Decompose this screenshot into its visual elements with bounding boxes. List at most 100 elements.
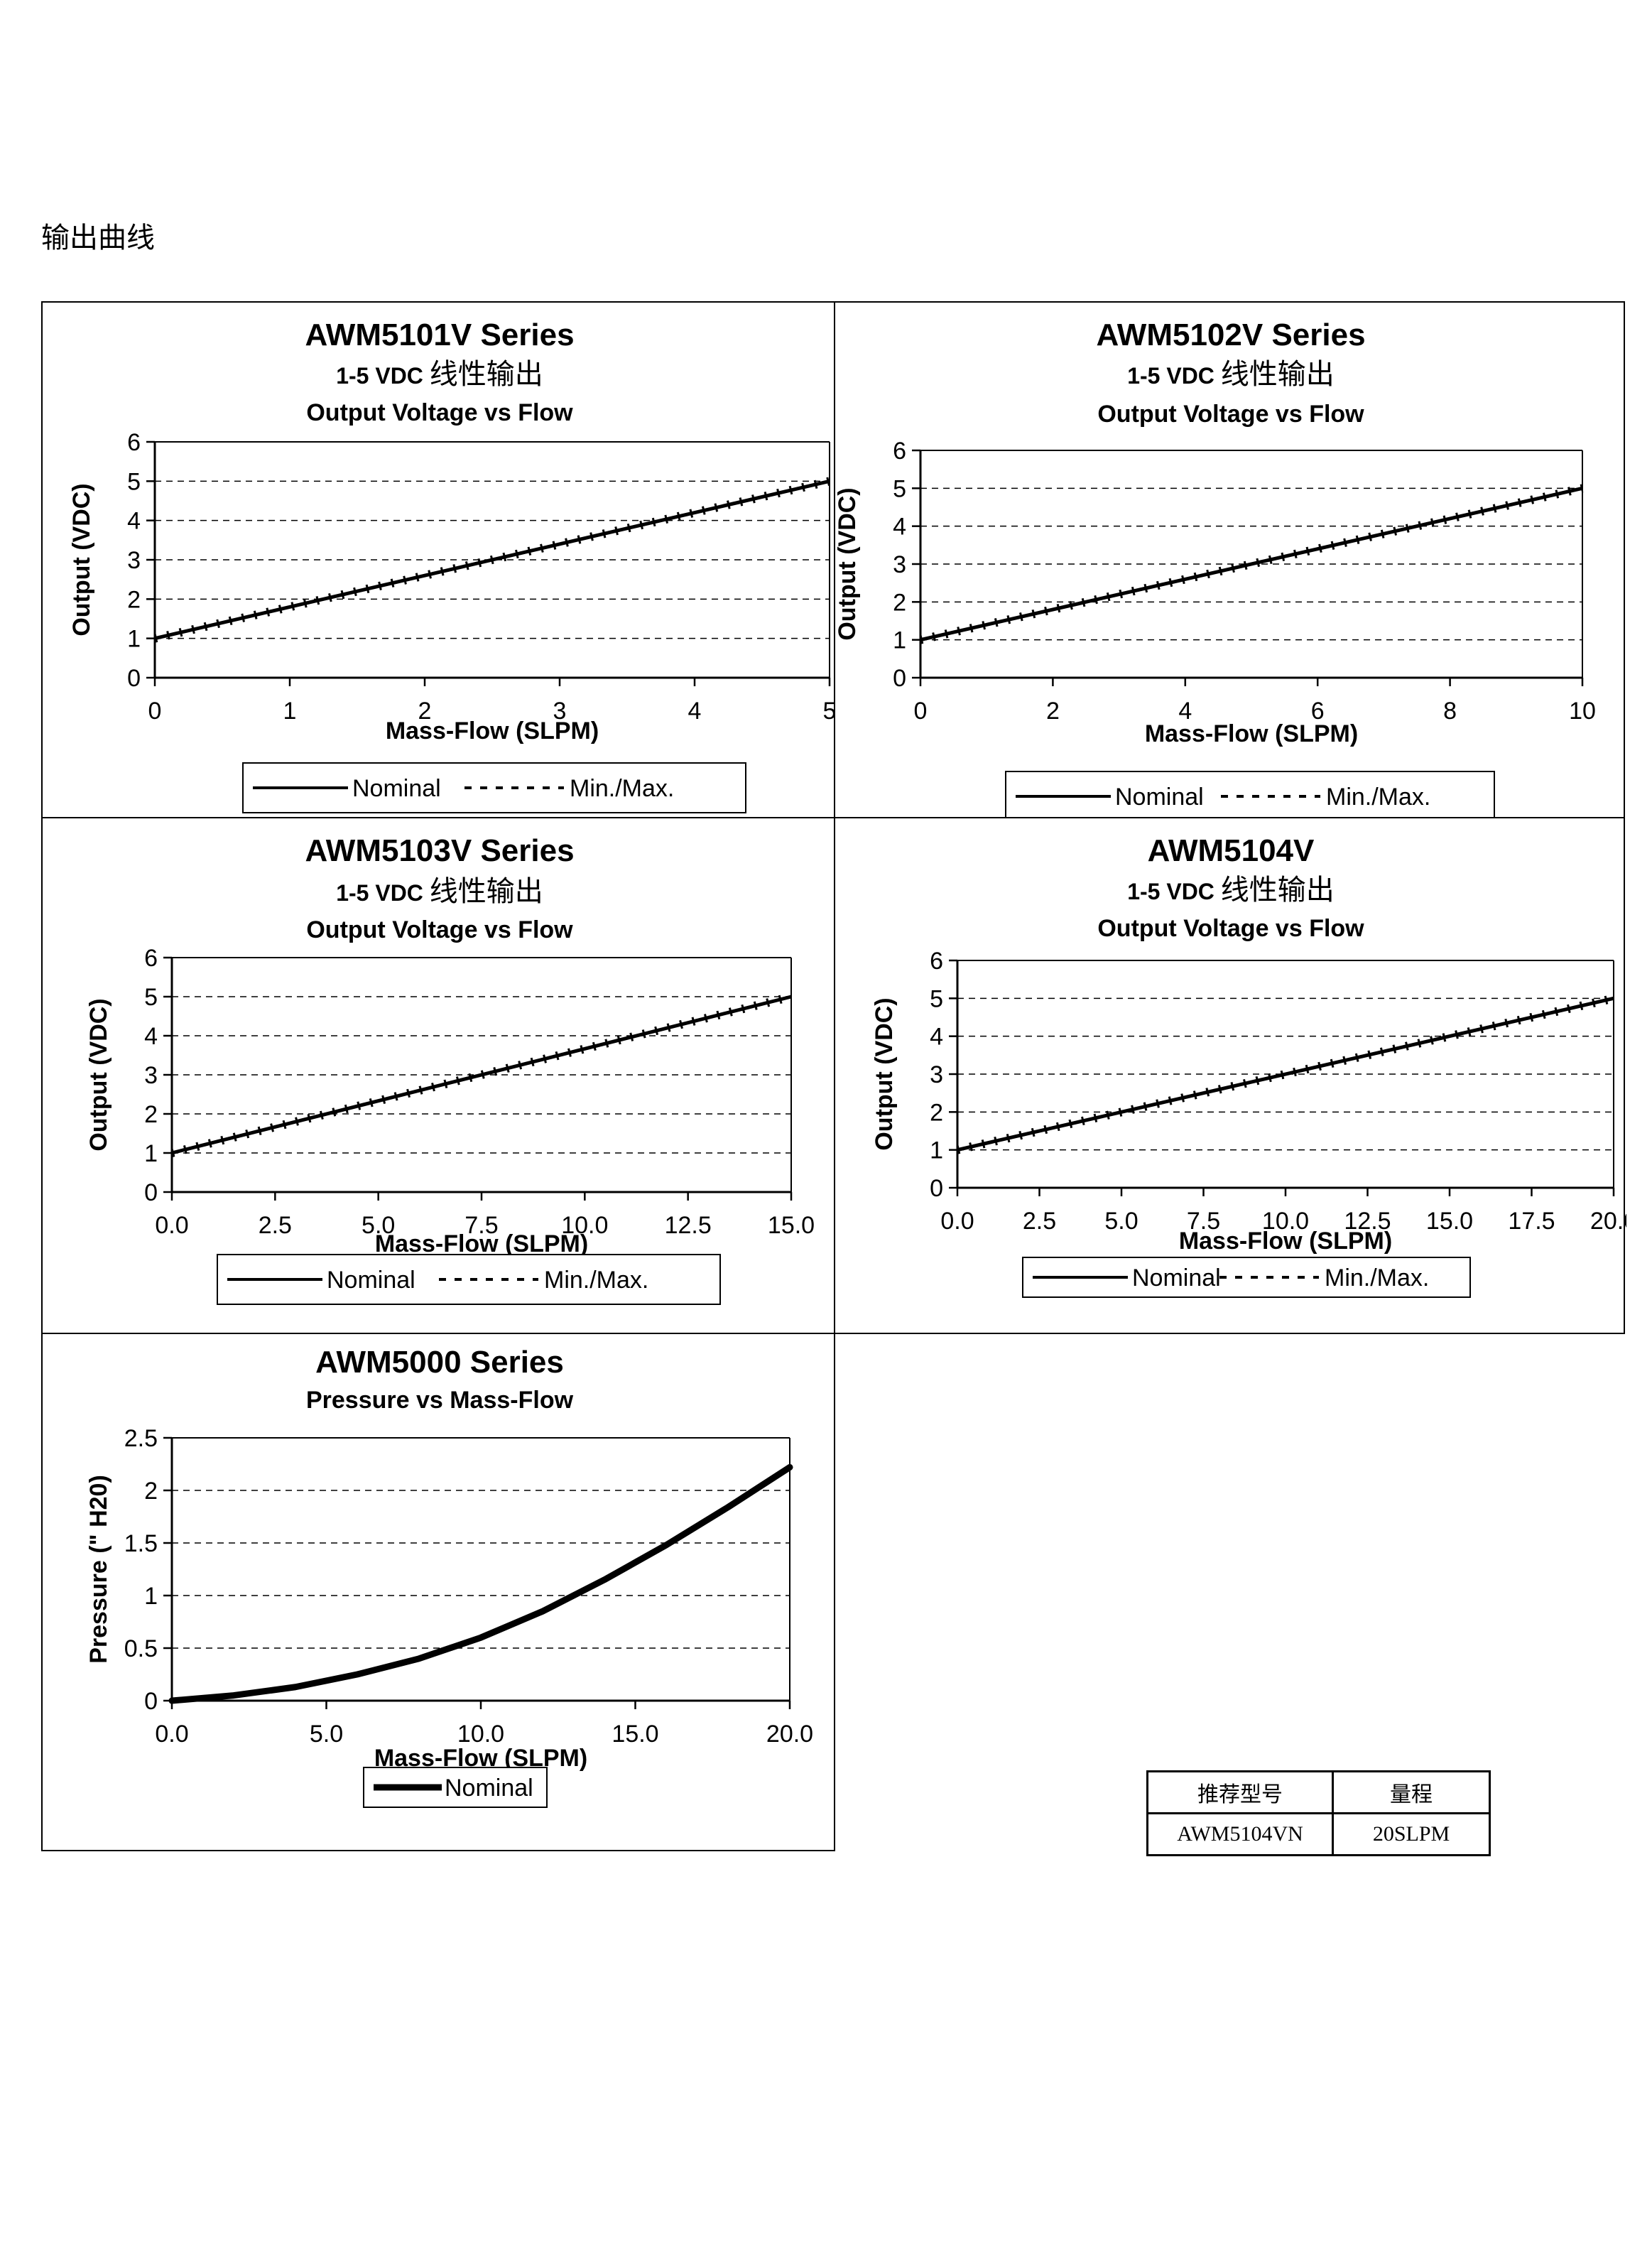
x-axis-label: Mass-Flow (SLPM)	[1179, 1228, 1392, 1255]
legend-label-minmax: Min./Max.	[570, 775, 674, 802]
y-tick-label: 6	[127, 429, 141, 456]
y-tick-label: 6	[144, 945, 158, 972]
subtitle-voltage: 1-5 VDC	[336, 363, 430, 389]
chart-panel-awm5104v: AWM5104V 1-5 VDC 线性输出 Output Voltage vs Fl…	[834, 817, 1626, 1334]
chart-svg: AWM5102V Series 1-5 VDC 线性输出 Output Voltag…	[835, 318, 1596, 820]
subtitle-linear-output: 线性输出	[430, 875, 543, 908]
panel-title: AWM5104V	[1148, 833, 1315, 868]
y-tick-label: 0	[144, 1179, 158, 1206]
chart-panel-awm5102v: AWM5102V Series 1-5 VDC 线性输出 Output Voltag…	[834, 301, 1625, 820]
series-line-nominal	[957, 996, 1614, 1152]
x-tick-label: 20.0	[766, 1721, 813, 1748]
x-axis-label: Mass-Flow (SLPM)	[1145, 720, 1358, 747]
y-tick-label: 1	[893, 627, 906, 654]
subtitle-voltage: 1-5 VDC	[1127, 363, 1221, 389]
y-tick-label: 4	[930, 1024, 943, 1051]
legend-label-minmax: Min./Max.	[1325, 1264, 1429, 1291]
x-tick-label: 5.0	[1104, 1208, 1138, 1235]
chart-title: Output Voltage vs Flow	[1097, 915, 1364, 942]
y-tick-label: 2	[127, 586, 141, 613]
chart-panel-awm5000: AWM5000 Series Pressure vs Mass-Flow 0 0.5 1…	[41, 1333, 835, 1851]
panel-title: AWM5102V Series	[1096, 318, 1365, 352]
panel-title: AWM5103V Series	[305, 833, 574, 868]
panel-subtitle: 1-5 VDC 线性输出	[1127, 874, 1335, 906]
subtitle-voltage: 1-5 VDC	[1127, 879, 1221, 904]
x-tick-label: 4	[688, 698, 702, 725]
y-tick-label: 0	[930, 1175, 943, 1202]
x-tick-label: 5.0	[362, 1212, 395, 1239]
x-tick-label: 2.5	[1023, 1208, 1056, 1235]
y-tick-label: 6	[930, 948, 943, 975]
y-tick-label: 5	[127, 468, 141, 495]
x-tick-label: 7.5	[1187, 1208, 1220, 1235]
chart-svg: AWM5104V 1-5 VDC 线性输出 Output Voltage vs Fl…	[871, 833, 1626, 1298]
y-tick-label: 2	[893, 589, 906, 616]
y-tick-label: 1.5	[124, 1530, 158, 1557]
y-tick-label: 4	[144, 1023, 158, 1050]
y-tick-label: 3	[930, 1061, 943, 1088]
y-axis-label: Pressure (" H20)	[85, 1475, 112, 1664]
legend-label-nominal: Nominal	[352, 775, 441, 802]
y-axis-label: Output (VDC)	[871, 997, 898, 1150]
chart-svg: AWM5101V Series 1-5 VDC 线性输出 Output Voltag…	[68, 318, 837, 813]
header-model: 推荐型号	[1146, 1770, 1334, 1814]
y-tick-label: 3	[127, 547, 141, 574]
y-tick-label: 5	[893, 475, 906, 502]
series-line-nominal	[168, 1463, 793, 1704]
y-tick-label: 0	[893, 665, 906, 692]
y-axis-label: Output (VDC)	[85, 998, 112, 1151]
y-tick-label: 3	[893, 551, 906, 578]
chart-title: Output Voltage vs Flow	[306, 399, 573, 426]
x-tick-label: 3	[553, 698, 567, 725]
y-tick-label: 0.5	[124, 1635, 158, 1662]
table-row: AWM5104VN 20SLPM	[1146, 1812, 1491, 1856]
panel-title: AWM5101V Series	[305, 318, 574, 352]
x-tick-label: 10.0	[1262, 1208, 1309, 1235]
recommend-table: 推荐型号 量程 AWM5104VN 20SLPM	[1146, 1770, 1491, 1856]
legend-label-minmax: Min./Max.	[544, 1267, 648, 1294]
chart-svg: AWM5103V Series 1-5 VDC 线性输出 Output Voltag…	[85, 833, 815, 1305]
y-tick-label: 0	[127, 665, 141, 692]
legend-label-nominal: Nominal	[1115, 784, 1204, 811]
x-tick-label: 8	[1443, 698, 1457, 725]
cell-model: AWM5104VN	[1146, 1812, 1334, 1856]
y-tick-label: 1	[127, 626, 141, 653]
series-line-nominal	[920, 486, 1583, 642]
panel-subtitle: 1-5 VDC 线性输出	[1127, 358, 1335, 391]
y-tick-label: 4	[893, 514, 906, 541]
y-tick-label: 5	[144, 984, 158, 1011]
x-tick-label: 20.0	[1590, 1208, 1626, 1235]
chart-title: Output Voltage vs Flow	[306, 916, 573, 943]
page-heading: 输出曲线	[41, 222, 155, 254]
x-axis-label: Mass-Flow (SLPM)	[386, 717, 599, 744]
x-tick-label: 15.0	[612, 1721, 658, 1748]
x-tick-label: 5	[823, 698, 837, 725]
chart-title: Pressure vs Mass-Flow	[306, 1387, 574, 1414]
legend-label-nominal: Nominal	[445, 1775, 533, 1802]
x-tick-label: 12.5	[665, 1212, 712, 1239]
x-tick-label: 0	[914, 698, 928, 725]
subtitle-voltage: 1-5 VDC	[336, 880, 430, 906]
y-axis-label: Output (VDC)	[835, 487, 861, 640]
x-tick-label: 10.0	[457, 1721, 504, 1748]
x-tick-label: 17.5	[1508, 1208, 1555, 1235]
chart-panel-awm5103v: AWM5103V Series 1-5 VDC 线性输出 Output Voltag…	[41, 817, 835, 1334]
y-tick-label: 1	[930, 1137, 943, 1164]
chart-panel-awm5101v: AWM5101V Series 1-5 VDC 线性输出 Output Voltag…	[41, 301, 837, 818]
y-tick-label: 2.5	[124, 1425, 158, 1452]
legend-label-nominal: Nominal	[327, 1267, 415, 1294]
x-tick-label: 7.5	[464, 1212, 498, 1239]
series-line-minmax	[153, 477, 831, 643]
legend-label-nominal: Nominal	[1132, 1264, 1221, 1291]
x-tick-label: 10	[1569, 698, 1596, 725]
x-tick-label: 2.5	[259, 1212, 292, 1239]
x-tick-label: 12.5	[1344, 1208, 1391, 1235]
x-tick-label: 0.0	[155, 1212, 188, 1239]
y-tick-label: 1	[144, 1140, 158, 1167]
y-tick-label: 0	[144, 1688, 158, 1715]
x-tick-label: 5.0	[310, 1721, 343, 1748]
x-tick-label: 0	[148, 698, 162, 725]
chart-grid: AWM5101V Series 1-5 VDC 线性输出 Output Voltag…	[41, 301, 1626, 1851]
x-tick-label: 2	[418, 698, 432, 725]
y-tick-label: 1	[144, 1583, 158, 1610]
